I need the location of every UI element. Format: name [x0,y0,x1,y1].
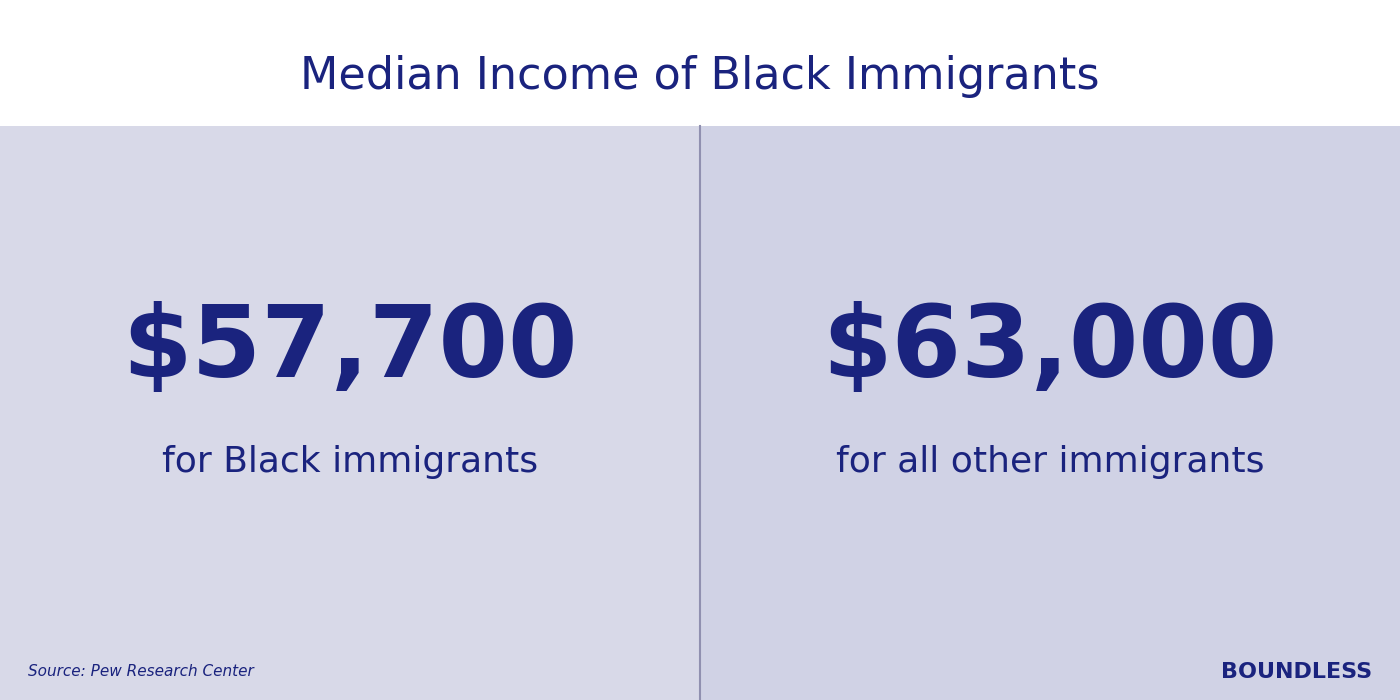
Text: Source: Pew Research Center: Source: Pew Research Center [28,664,253,680]
Text: for Black immigrants: for Black immigrants [162,445,538,479]
Text: $63,000: $63,000 [822,302,1278,398]
Text: Median Income of Black Immigrants: Median Income of Black Immigrants [300,55,1100,99]
Text: $57,700: $57,700 [122,302,578,398]
Text: BOUNDLESS: BOUNDLESS [1221,662,1372,682]
Text: for all other immigrants: for all other immigrants [836,445,1264,479]
